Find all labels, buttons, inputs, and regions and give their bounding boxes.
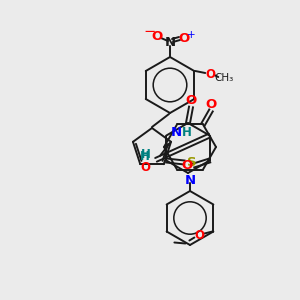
Text: N: N: [171, 126, 182, 139]
Text: O: O: [185, 94, 197, 106]
Text: CH₃: CH₃: [214, 73, 234, 83]
Text: O: O: [205, 68, 215, 80]
Text: S: S: [187, 156, 196, 169]
Text: +: +: [187, 30, 195, 40]
Text: N: N: [164, 37, 175, 50]
Text: H: H: [182, 126, 191, 139]
Text: −: −: [144, 25, 156, 40]
Text: O: O: [206, 98, 217, 111]
Text: O: O: [181, 159, 192, 172]
Text: H: H: [141, 148, 151, 161]
Text: O: O: [194, 229, 204, 242]
Text: N: N: [184, 175, 196, 188]
Text: O: O: [178, 32, 190, 44]
Text: H: H: [140, 150, 150, 163]
Text: O: O: [152, 29, 163, 43]
Text: O: O: [140, 161, 150, 174]
